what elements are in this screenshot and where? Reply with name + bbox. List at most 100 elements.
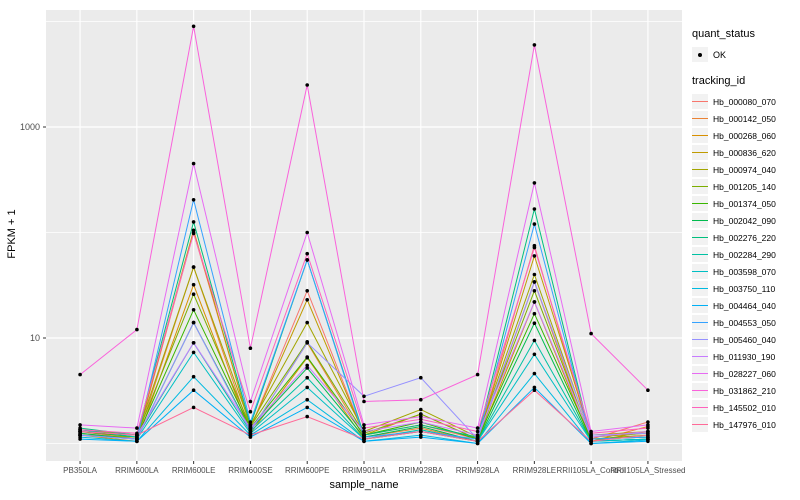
data-point bbox=[191, 282, 196, 287]
data-point bbox=[191, 231, 196, 236]
legend-item-label: Hb_147976_010 bbox=[713, 419, 776, 430]
data-point bbox=[475, 433, 480, 437]
data-point bbox=[78, 433, 82, 437]
data-point bbox=[191, 228, 196, 233]
legend-item-Hb_000142_050: Hb_000142_050 bbox=[692, 110, 800, 127]
legend-key-box bbox=[692, 247, 708, 262]
data-point bbox=[532, 207, 537, 211]
data-point bbox=[532, 338, 537, 343]
data-point bbox=[305, 230, 310, 235]
data-point bbox=[646, 420, 650, 424]
x-tick-label: PB350LA bbox=[63, 466, 97, 475]
legend-key-box bbox=[692, 47, 708, 62]
data-point bbox=[362, 394, 366, 399]
data-point bbox=[248, 429, 253, 434]
legend-item-Hb_005460_040: Hb_005460_040 bbox=[692, 331, 800, 348]
legend-item-Hb_145502_010: Hb_145502_010 bbox=[692, 399, 800, 416]
legend-item-label: Hb_028227_060 bbox=[713, 368, 776, 379]
data-point bbox=[532, 289, 537, 293]
data-point bbox=[532, 311, 537, 316]
line-swatch-icon bbox=[692, 220, 708, 221]
legend-item-Hb_002276_220: Hb_002276_220 bbox=[692, 229, 800, 246]
legend-item-Hb_002284_290: Hb_002284_290 bbox=[692, 246, 800, 263]
data-point bbox=[419, 423, 423, 427]
data-point bbox=[248, 423, 253, 427]
legend-item-Hb_001205_140: Hb_001205_140 bbox=[692, 178, 800, 195]
data-point bbox=[135, 327, 139, 332]
data-point bbox=[191, 292, 196, 297]
legend-item-label: Hb_000142_050 bbox=[713, 113, 776, 124]
data-point bbox=[78, 437, 82, 441]
line-swatch-icon bbox=[692, 254, 708, 255]
legend-item-label: Hb_002042_090 bbox=[713, 215, 776, 226]
legend-item-label: Hb_000268_060 bbox=[713, 130, 776, 141]
legend-item-Hb_003750_110: Hb_003750_110 bbox=[692, 280, 800, 297]
data-point bbox=[191, 265, 196, 269]
data-point bbox=[419, 429, 423, 434]
legend-item-label: Hb_000080_070 bbox=[713, 96, 776, 107]
legend-item-Hb_000836_620: Hb_000836_620 bbox=[692, 144, 800, 161]
line-swatch-icon bbox=[692, 152, 708, 153]
legend-item-Hb_003598_070: Hb_003598_070 bbox=[692, 263, 800, 280]
data-point bbox=[646, 388, 650, 393]
data-point bbox=[532, 181, 537, 185]
data-point bbox=[305, 385, 310, 390]
data-point bbox=[305, 258, 310, 262]
data-point bbox=[589, 431, 593, 436]
data-point bbox=[475, 372, 480, 377]
legend-key-box bbox=[692, 281, 708, 296]
data-point bbox=[248, 346, 253, 351]
data-point bbox=[305, 251, 310, 256]
line-swatch-icon bbox=[692, 373, 708, 374]
y-tick-label: 10 bbox=[30, 333, 40, 343]
y-tick-label: 1000 bbox=[20, 122, 40, 132]
data-point bbox=[305, 298, 310, 302]
line-swatch-icon bbox=[692, 237, 708, 238]
x-tick-label: RRIM600PE bbox=[285, 466, 329, 475]
data-point bbox=[419, 375, 423, 380]
x-tick-label: RRIM901LA bbox=[342, 466, 386, 475]
x-axis-title: sample_name bbox=[329, 479, 399, 491]
legend-key-box bbox=[692, 162, 708, 177]
x-tick-label: RRII105LA_Stressed bbox=[610, 466, 685, 475]
point-marker-icon bbox=[698, 52, 702, 57]
legend: quant_status OK tracking_id Hb_000080_07… bbox=[692, 28, 800, 433]
legend-item-Hb_001374_050: Hb_001374_050 bbox=[692, 195, 800, 212]
legend-title-tracking-id: tracking_id bbox=[692, 75, 746, 87]
line-swatch-icon bbox=[692, 271, 708, 272]
line-swatch-icon bbox=[692, 305, 708, 306]
data-point bbox=[419, 414, 423, 419]
data-point bbox=[532, 300, 537, 304]
data-point bbox=[362, 437, 366, 441]
legend-item-label: OK bbox=[713, 49, 727, 60]
legend-item-Hb_000974_040: Hb_000974_040 bbox=[692, 161, 800, 178]
line-swatch-icon bbox=[692, 322, 708, 323]
legend-item-Hb_147976_010: Hb_147976_010 bbox=[692, 416, 800, 433]
data-point bbox=[191, 161, 196, 166]
data-point bbox=[305, 83, 310, 87]
data-point bbox=[532, 371, 537, 376]
data-point bbox=[248, 426, 253, 430]
legend-item-label: Hb_000974_040 bbox=[713, 164, 776, 175]
legend-item-Hb_000080_070: Hb_000080_070 bbox=[692, 93, 800, 110]
legend-key-box bbox=[692, 349, 708, 364]
legend-key-box bbox=[692, 128, 708, 143]
legend-item-Hb_028227_060: Hb_028227_060 bbox=[692, 365, 800, 382]
line-swatch-icon bbox=[692, 390, 708, 391]
legend-key-box bbox=[692, 332, 708, 347]
legend-key-box bbox=[692, 264, 708, 279]
x-tick-label: RRIM600LE bbox=[172, 466, 216, 475]
data-point bbox=[532, 321, 537, 326]
data-point bbox=[532, 43, 537, 47]
legend-item-label: Hb_001374_050 bbox=[713, 198, 776, 209]
line-swatch-icon bbox=[692, 356, 708, 357]
legend-key-box bbox=[692, 366, 708, 381]
legend-key-box bbox=[692, 417, 708, 432]
line-swatch-icon bbox=[692, 186, 708, 187]
line-swatch-icon bbox=[692, 118, 708, 119]
data-point bbox=[532, 388, 537, 393]
x-tick-label: RRIM928LA bbox=[456, 466, 500, 475]
x-tick-label: RRIM928LE bbox=[513, 466, 557, 475]
data-point bbox=[305, 289, 310, 293]
